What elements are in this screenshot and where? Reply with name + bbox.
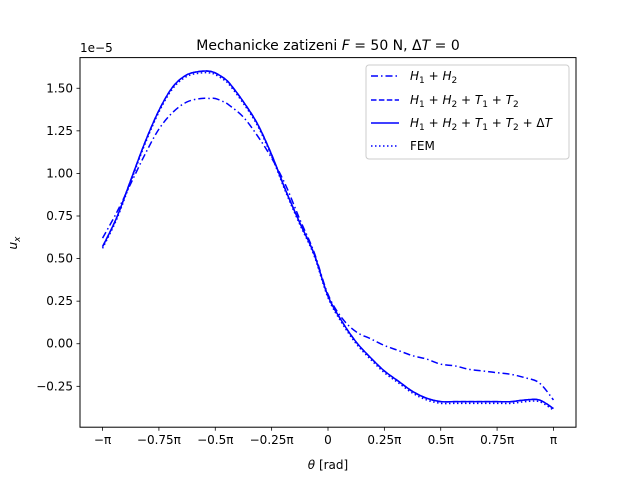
x-tick-label: −0.25π	[250, 433, 294, 447]
y-axis-ticks: −0.25 0.00 0.25 0.50 0.75 1.00 1.25 1.50	[36, 81, 80, 393]
x-axis-label: θ [rad]	[308, 458, 348, 472]
chart-title: Mechanicke zatizeni F = 50 N, ΔT = 0	[196, 38, 460, 54]
y-axis-label: ux	[6, 236, 23, 250]
x-tick-label: 0.25π	[367, 433, 401, 447]
legend-label-h1-h2-t1-t2: H1 + H2 + T1 + T2	[410, 93, 519, 110]
y-tick-label: 1.50	[46, 81, 73, 95]
x-tick-label: −0.75π	[137, 433, 181, 447]
legend: H1 + H2 H1 + H2 + T1 + T2 H1 + H2 + T1 +…	[365, 64, 570, 160]
legend-label-h1-h2-t1-t2-dt: H1 + H2 + T1 + T2 + ΔT	[410, 116, 554, 133]
legend-label-h1-h2: H1 + H2	[410, 69, 457, 86]
x-tick-label: π	[550, 433, 557, 447]
x-tick-label: 0	[324, 433, 332, 447]
y-tick-label: 1.25	[46, 124, 73, 138]
y-tick-label: −0.25	[36, 379, 73, 393]
y-tick-label: 0.50	[46, 252, 73, 266]
y-tick-label: 0.25	[46, 294, 73, 308]
x-tick-label: 0.5π	[428, 433, 454, 447]
y-tick-label: 0.00	[46, 337, 73, 351]
legend-label-fem: FEM	[410, 139, 435, 153]
legend-box	[365, 64, 570, 160]
x-axis-ticks: −π −0.75π −0.5π −0.25π 0 0.25π 0.5π 0.75π π	[94, 427, 557, 447]
axes-frame	[79, 57, 577, 428]
y-tick-label: 0.75	[46, 209, 73, 223]
series-line-3	[101, 70, 554, 410]
x-tick-label: 0.75π	[480, 433, 514, 447]
x-tick-label: −0.5π	[197, 433, 233, 447]
y-offset-text: 1e−5	[80, 41, 113, 55]
x-tick-label: −π	[94, 433, 111, 447]
y-tick-label: 1.00	[46, 166, 73, 180]
series-line-4	[101, 71, 554, 411]
plot-area	[101, 70, 555, 411]
